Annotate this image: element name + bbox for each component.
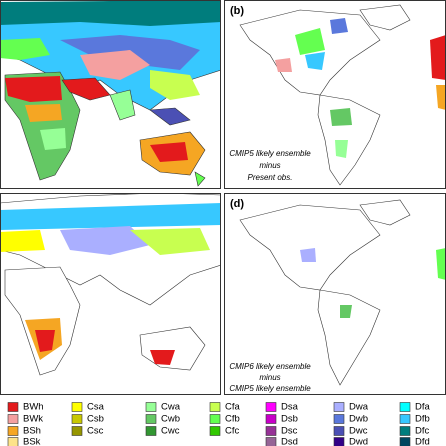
legend-label: BSk xyxy=(23,437,41,446)
legend-label: Cfa xyxy=(225,402,241,413)
legend-swatch xyxy=(333,402,345,412)
panel-annotation: minus xyxy=(259,373,280,382)
panel-label: (d) xyxy=(230,198,244,210)
legend-label: Dfa xyxy=(415,402,431,413)
legend-swatch xyxy=(333,414,345,424)
legend-label: Cfb xyxy=(225,414,240,425)
legend-label: Dfc xyxy=(415,426,430,437)
legend-label: Csc xyxy=(87,426,104,437)
panel-label: (b) xyxy=(230,5,244,17)
map-panel-a xyxy=(0,0,221,187)
legend-swatch xyxy=(7,402,19,412)
panel-annotation: CMIP5 likely ensemble xyxy=(229,384,311,393)
legend-label: Csb xyxy=(87,414,104,425)
legend-swatch xyxy=(209,426,221,436)
legend-label: BSh xyxy=(23,426,41,437)
legend-label: Cwc xyxy=(161,426,180,437)
legend-label: Cfc xyxy=(225,426,240,437)
legend-swatch xyxy=(333,426,345,436)
legend-label: Dwa xyxy=(349,402,369,413)
panel-annotation: minus xyxy=(259,161,280,170)
legend-swatch xyxy=(265,414,277,424)
legend-label: Dwb xyxy=(349,414,368,425)
map-panel-d xyxy=(239,199,446,386)
legend-swatch xyxy=(145,426,157,436)
legend-swatch xyxy=(399,437,411,446)
legend-swatch xyxy=(399,414,411,424)
legend-swatch xyxy=(399,402,411,412)
legend-swatch xyxy=(7,414,19,424)
legend-swatch xyxy=(209,402,221,412)
panel-annotation: CMIP6 likely ensemble xyxy=(229,362,311,371)
map-panel-c xyxy=(0,193,221,376)
legend-label: Dsc xyxy=(281,426,298,437)
legend-swatch xyxy=(7,437,19,446)
legend-label: Csa xyxy=(87,402,105,413)
legend-swatch xyxy=(71,426,83,436)
legend-swatch xyxy=(265,402,277,412)
legend-swatch xyxy=(265,437,277,446)
map-panel-b xyxy=(239,4,446,186)
legend-swatch xyxy=(7,426,19,436)
panel-annotation: Present obs. xyxy=(248,173,293,182)
legend-swatch xyxy=(145,414,157,424)
legend-label: Dfb xyxy=(415,414,430,425)
panel-frame xyxy=(0,0,221,189)
panel-annotation: CMIP5 likely ensemble xyxy=(229,149,311,158)
legend-swatch xyxy=(145,402,157,412)
legend-label: Dfd xyxy=(415,437,430,446)
legend-swatch xyxy=(71,402,83,412)
legend-label: Dwc xyxy=(349,426,368,437)
legend-label: Dsb xyxy=(281,414,298,425)
legend-label: Cwb xyxy=(161,414,180,425)
legend-label: BWh xyxy=(23,402,44,413)
legend-swatch xyxy=(399,426,411,436)
legend-label: Dsd xyxy=(281,437,298,446)
legend-swatch xyxy=(333,437,345,446)
legend-label: Dwd xyxy=(349,437,368,446)
legend-label: BWk xyxy=(23,414,43,425)
legend-label: Dsa xyxy=(281,402,299,413)
legend-label: Cwa xyxy=(161,402,181,413)
legend-swatch xyxy=(209,414,221,424)
legend-swatch xyxy=(71,414,83,424)
legend-swatch xyxy=(265,426,277,436)
panel-frame xyxy=(0,193,221,395)
